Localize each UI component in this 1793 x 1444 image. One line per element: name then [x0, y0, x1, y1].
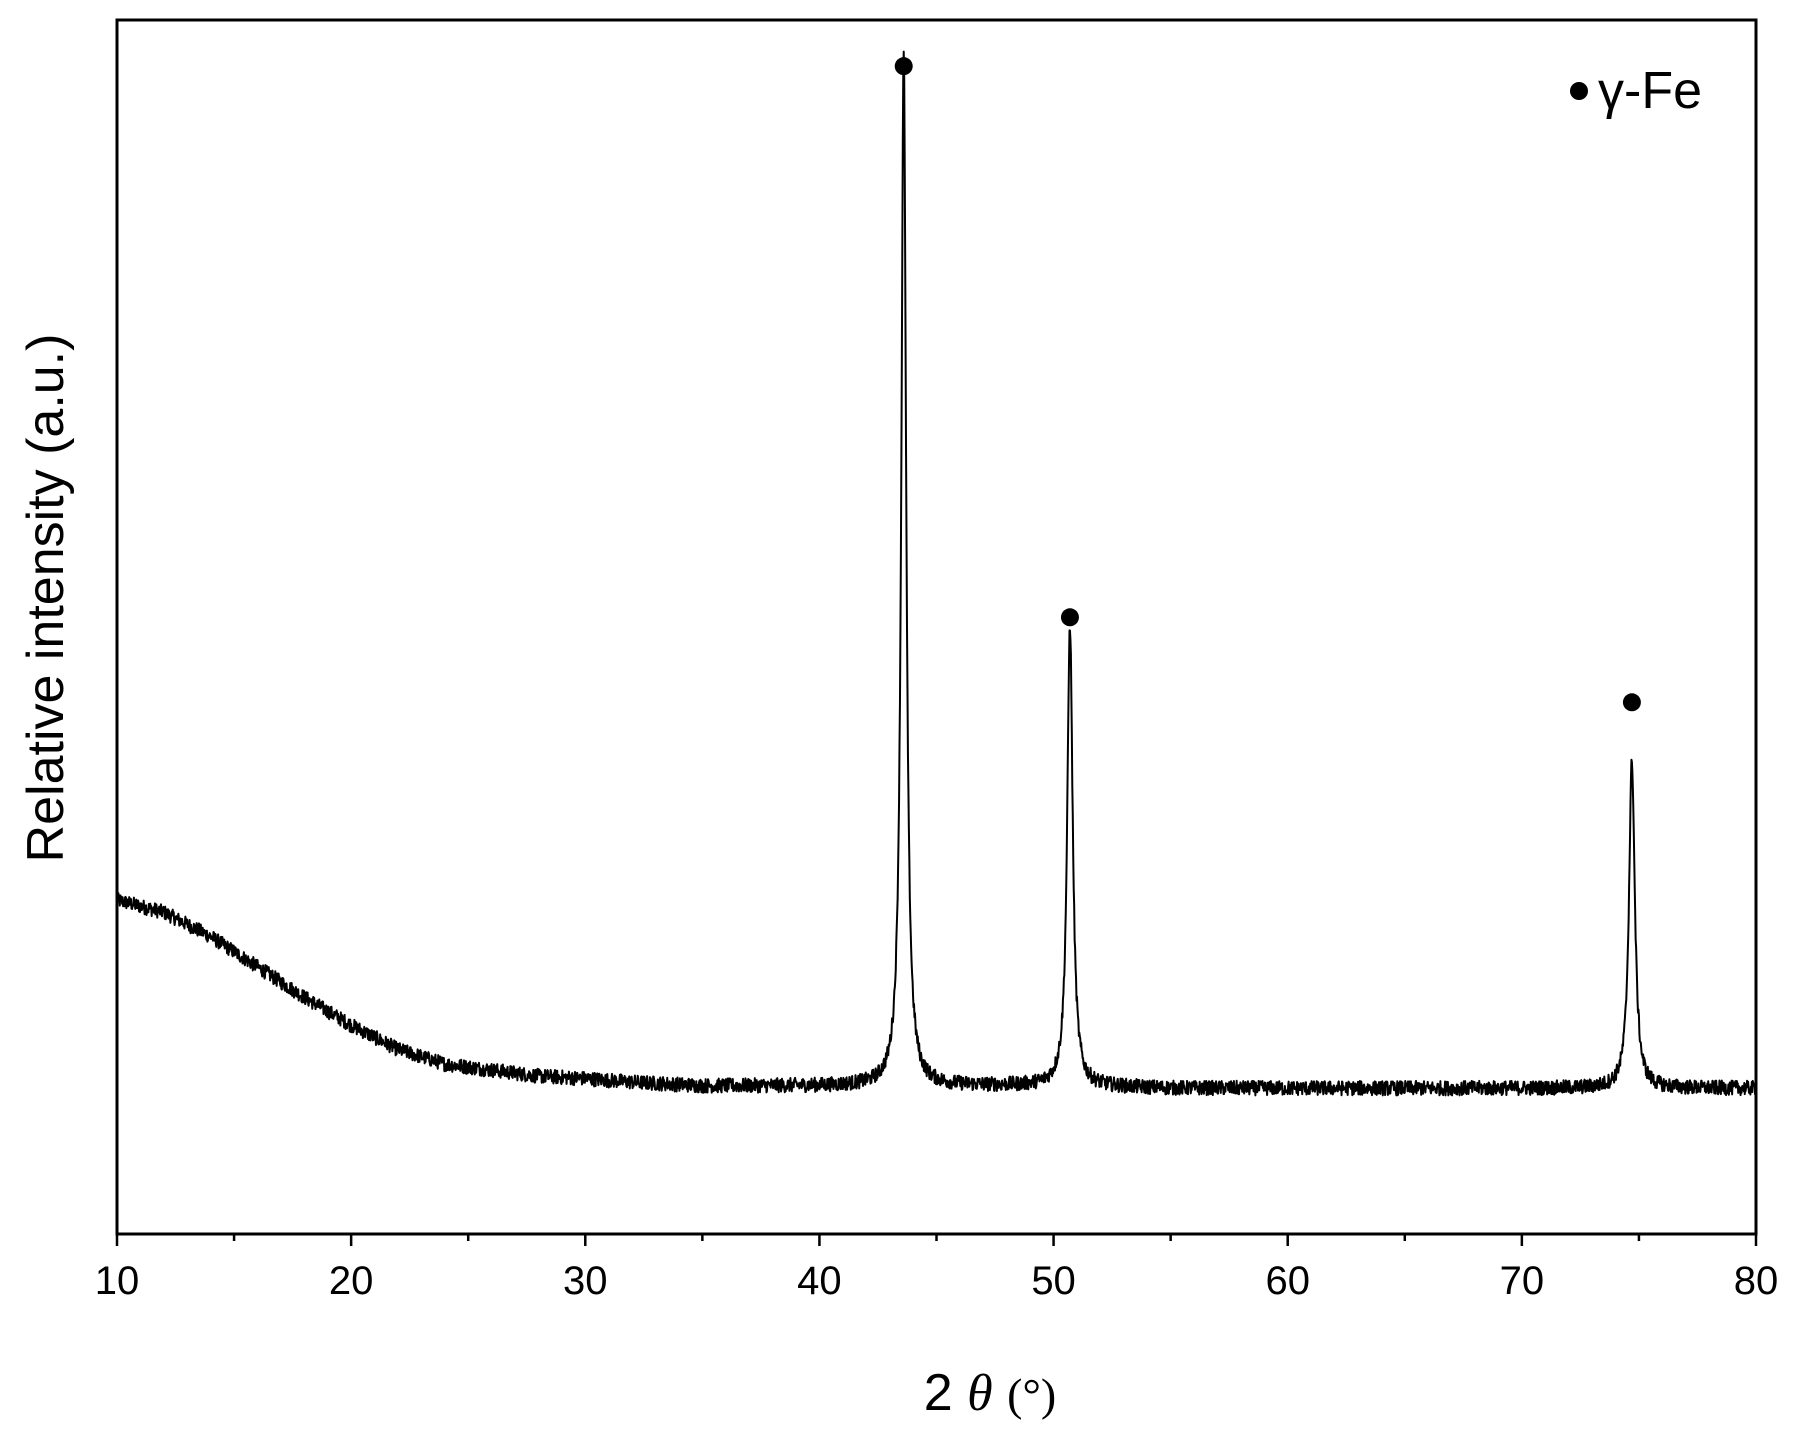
x-tick-label: 20 [329, 1259, 374, 1303]
x-tick-label: 50 [1031, 1259, 1076, 1303]
x-tick-label: 40 [797, 1259, 842, 1303]
legend-label: γ-Fe [1598, 62, 1702, 120]
y-axis-label: Relative intensity (a.u.) [17, 334, 75, 863]
x-tick-label: 10 [95, 1259, 140, 1303]
x-axis-label: 2 θ (°) [924, 1364, 1056, 1422]
x-tick-label: 30 [563, 1259, 608, 1303]
peak-marker [1060, 608, 1079, 627]
xrd-pattern-line [116, 50, 1757, 1097]
x-axis-tick-labels: 10 20 30 40 50 60 70 80 [95, 1259, 1779, 1303]
peak-markers [894, 57, 1641, 712]
x-tick-label: 70 [1500, 1259, 1545, 1303]
x-tick-label: 60 [1265, 1259, 1310, 1303]
legend-marker [1570, 82, 1588, 100]
x-axis-label-symbol: θ [967, 1365, 993, 1422]
plot-frame [115, 18, 1758, 1236]
legend: γ-Fe [1570, 62, 1702, 120]
peak-marker [894, 57, 913, 76]
x-axis-label-prefix: 2 [924, 1364, 953, 1422]
peak-marker [1622, 693, 1641, 712]
x-axis-label-unit: (°) [1007, 1369, 1056, 1420]
x-tick-label: 80 [1734, 1259, 1779, 1303]
x-axis-ticks [115, 1234, 1758, 1246]
